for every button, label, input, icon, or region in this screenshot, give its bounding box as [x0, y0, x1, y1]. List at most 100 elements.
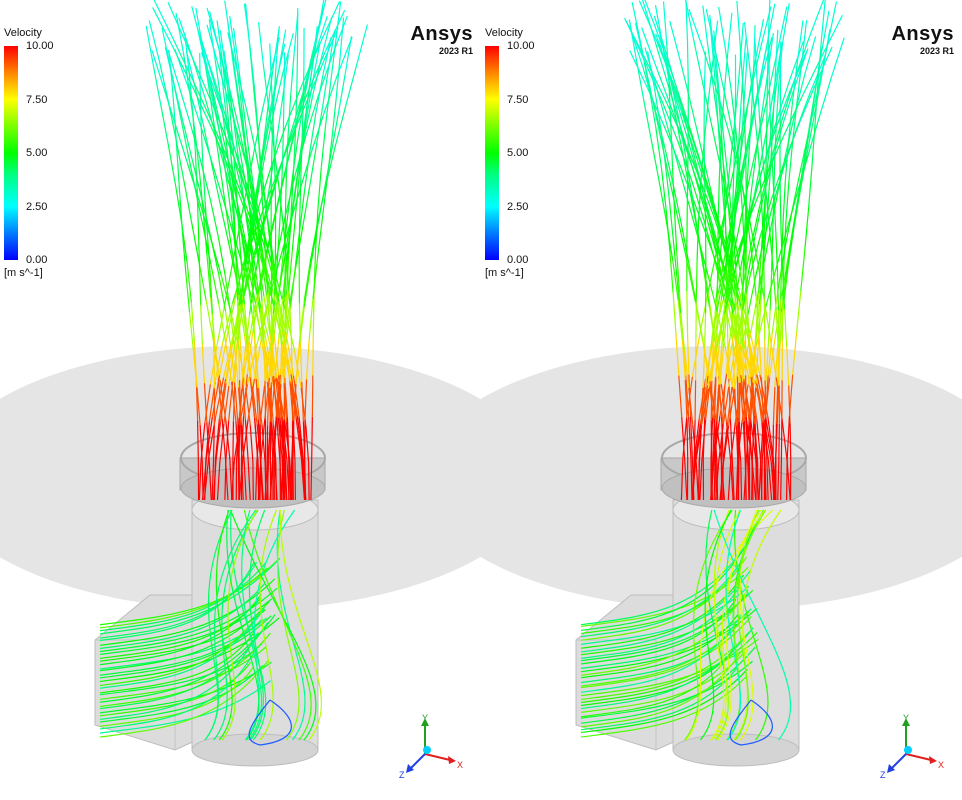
streamline-segment: [283, 383, 288, 423]
streamline-segment: [196, 28, 207, 68]
streamline-segment: [238, 226, 243, 266]
streamline-segment: [274, 171, 286, 213]
streamline-segment: [264, 107, 273, 148]
streamline-segment: [804, 207, 810, 250]
streamline-segment: [755, 254, 765, 296]
streamline-segment: [702, 342, 711, 382]
streamline-segment: [691, 462, 697, 501]
streamline-segment: [670, 126, 674, 168]
streamline-segment: [753, 417, 758, 459]
streamline-segment: [322, 37, 332, 77]
streamline-segment: [741, 127, 752, 170]
streamline-segment: [236, 417, 240, 460]
streamline-segment: [232, 28, 240, 68]
streamline-segment: [739, 382, 744, 422]
streamline-segment: [310, 458, 313, 501]
streamline-segment: [304, 459, 306, 501]
streamline-segment: [219, 30, 227, 70]
streamline-segment: [694, 380, 697, 421]
streamline-segment: [197, 420, 199, 461]
streamline-segment: [684, 458, 688, 501]
axis-triad: Y X Z: [399, 713, 463, 780]
streamline-segment: [792, 332, 798, 375]
brand-version: 2023 R1: [919, 46, 954, 56]
streamline-segment: [701, 419, 707, 460]
streamline-segment: [717, 175, 721, 216]
streamline-segment: [320, 16, 333, 58]
streamline-segment: [273, 296, 280, 338]
streamline-segment: [288, 96, 303, 138]
streamline-scene[interactable]: [481, 0, 962, 800]
streamline-segment: [209, 237, 222, 276]
streamline-segment: [726, 332, 735, 375]
streamline-segment: [736, 0, 741, 43]
streamline-segment: [220, 275, 232, 313]
streamline-segment: [580, 585, 750, 645]
streamline-scene[interactable]: [0, 0, 481, 800]
streamline-segment: [792, 100, 798, 141]
streamline-segment: [175, 125, 188, 164]
viewport-right[interactable]: Velocity 10.00 7.50 5.00 2.50 0.00 [m s^…: [481, 0, 962, 800]
streamline-segment: [218, 52, 224, 90]
streamline-segment: [663, 144, 674, 185]
streamline-segment: [221, 418, 227, 460]
streamline-segment: [269, 387, 275, 426]
streamline-segment: [713, 30, 718, 70]
streamline-segment: [219, 423, 225, 463]
streamline-segment: [293, 12, 299, 54]
viewport-left[interactable]: Velocity 10.00 7.50 5.00 2.50 0.00 [m s^…: [0, 0, 481, 800]
streamline-segment: [99, 615, 272, 679]
streamline-segment: [208, 89, 216, 132]
streamline-segment: [317, 167, 322, 210]
streamline-segment: [730, 266, 742, 306]
streamline-segment: [211, 375, 221, 417]
streamline-segment: [723, 90, 734, 133]
streamline-segment: [718, 227, 732, 268]
streamline-segment: [710, 122, 721, 165]
streamline-segment: [99, 664, 264, 723]
streamline-segment: [281, 302, 285, 343]
streamline-segment: [256, 147, 266, 187]
streamline-segment: [230, 185, 241, 225]
streamline-segment: [303, 152, 311, 192]
streamline-segment: [220, 129, 231, 171]
streamline-segment: [686, 419, 689, 460]
streamline-segment: [174, 124, 179, 163]
streamline-segment: [814, 51, 823, 93]
legend-colorbar: [4, 46, 18, 260]
streamline-segment: [672, 184, 682, 225]
streamline-segment: [244, 225, 252, 265]
brand-version: 2023 R1: [438, 46, 473, 56]
streamline-segment: [249, 294, 259, 336]
streamline-segment: [303, 268, 311, 307]
streamline-segment: [273, 71, 284, 112]
streamline-segment: [257, 127, 262, 170]
streamline-segment: [198, 266, 202, 306]
streamline-segment: [224, 460, 227, 501]
streamline-segment: [765, 117, 779, 157]
streamline-segment: [709, 381, 717, 422]
streamline-segment: [724, 48, 732, 90]
streamline-segment: [807, 92, 816, 134]
streamline-segment: [249, 376, 256, 419]
streamline-segment: [708, 306, 717, 346]
streamline-segment: [268, 227, 275, 267]
streamline-segment: [210, 162, 220, 200]
streamline-segment: [769, 232, 774, 272]
streamline-segment: [254, 208, 263, 251]
streamline-segment: [765, 186, 770, 226]
streamline-segment: [759, 197, 773, 236]
streamline-segment: [684, 379, 688, 420]
streamline-segment: [356, 24, 368, 65]
streamline-segment: [689, 416, 693, 459]
streamline-segment: [688, 263, 697, 303]
streamline-segment: [811, 123, 816, 166]
streamline-segment: [762, 295, 771, 337]
streamline-segment: [163, 87, 177, 126]
streamline-segment: [184, 32, 190, 72]
streamline-segment: [731, 179, 738, 220]
streamline-segment: [277, 375, 283, 417]
streamline-segment: [234, 350, 240, 388]
streamline-segment: [287, 249, 294, 292]
streamline-segment: [208, 461, 212, 501]
